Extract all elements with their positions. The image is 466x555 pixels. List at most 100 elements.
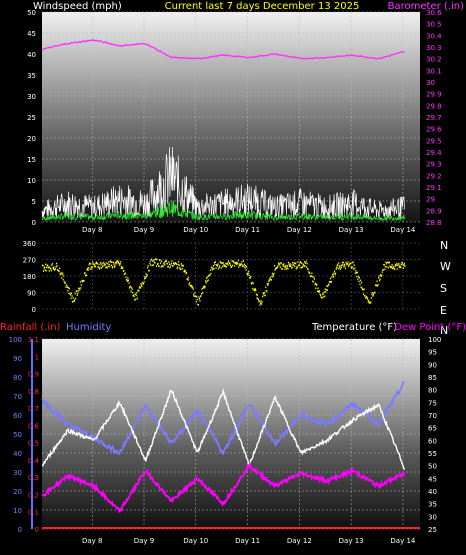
direction-point xyxy=(228,261,230,264)
direction-point xyxy=(135,294,137,296)
direction-point xyxy=(398,266,400,269)
direction-point xyxy=(403,262,405,265)
direction-point xyxy=(383,264,385,266)
direction-point xyxy=(377,284,379,287)
direction-point xyxy=(93,263,95,265)
direction-point xyxy=(182,265,184,267)
barometer-tick-label: 29.8 xyxy=(426,102,442,110)
direction-point xyxy=(107,265,109,268)
direction-point xyxy=(367,298,369,301)
direction-point xyxy=(124,272,126,274)
direction-point xyxy=(285,264,287,267)
direction-point xyxy=(81,279,83,282)
barometer-tick-label: 30.6 xyxy=(426,9,442,17)
temperature-tick-label: 65 xyxy=(428,425,437,433)
direction-point xyxy=(287,268,289,270)
direction-point xyxy=(178,264,180,266)
direction-point xyxy=(115,263,117,265)
dewpoint-series-line xyxy=(41,461,406,513)
direction-point xyxy=(292,261,294,264)
direction-point xyxy=(343,266,345,268)
direction-point xyxy=(344,267,346,270)
direction-point xyxy=(256,294,258,296)
direction-point xyxy=(165,260,167,262)
compass-label: N xyxy=(440,239,448,252)
direction-point xyxy=(188,276,190,279)
direction-point xyxy=(219,260,221,263)
direction-point xyxy=(276,267,278,269)
direction-point xyxy=(348,265,350,267)
direction-point xyxy=(335,268,337,270)
direction-point xyxy=(176,267,178,270)
average-wind-series-line xyxy=(41,200,405,222)
direction-point xyxy=(251,281,253,284)
direction-point xyxy=(212,264,214,267)
direction-point xyxy=(385,262,387,265)
temperature-tick-label: 100 xyxy=(428,336,441,344)
direction-point xyxy=(134,299,136,301)
direction-point xyxy=(207,276,209,278)
direction-point xyxy=(141,282,143,284)
direction-point xyxy=(354,272,356,274)
direction-point xyxy=(208,274,210,276)
direction-point xyxy=(71,295,73,297)
direction-point xyxy=(100,264,102,266)
windspeed-tick-label: 30 xyxy=(27,93,36,101)
direction-point xyxy=(55,266,57,268)
direction-point xyxy=(377,284,379,286)
direction-point xyxy=(374,291,376,294)
direction-point xyxy=(337,263,339,266)
direction-point xyxy=(370,301,372,304)
rainfall-label: Rainfall (.in) xyxy=(0,322,61,333)
direction-point xyxy=(176,263,178,266)
direction-point xyxy=(397,263,399,266)
direction-point xyxy=(201,288,203,290)
direction-point xyxy=(152,264,154,266)
direction-point xyxy=(248,270,250,273)
direction-point xyxy=(351,261,353,264)
x-tick-label: Day 10 xyxy=(183,537,208,545)
rainfall-axis-title: Rainfall (.in) xyxy=(0,322,61,333)
humidity-tick-label: 0 xyxy=(18,526,22,534)
direction-point xyxy=(164,264,166,266)
direction-point xyxy=(305,260,307,263)
direction-point xyxy=(296,266,298,268)
direction-point xyxy=(168,261,170,263)
direction-point xyxy=(224,265,226,268)
direction-point xyxy=(104,264,106,266)
direction-point xyxy=(140,283,142,285)
rainfall-tick-label: 0.3 xyxy=(28,474,39,482)
direction-point xyxy=(46,266,48,269)
direction-point xyxy=(404,265,406,268)
direction-point xyxy=(119,263,121,265)
direction-point xyxy=(339,266,341,269)
direction-point xyxy=(242,260,244,262)
direction-point xyxy=(167,265,169,268)
direction-point xyxy=(140,284,142,287)
direction-point xyxy=(371,292,373,294)
direction-point xyxy=(211,268,213,271)
direction-point xyxy=(389,265,391,267)
direction-point xyxy=(72,297,74,299)
direction-point xyxy=(368,302,370,304)
direction-point xyxy=(194,292,196,294)
windspeed-tick-label: 10 xyxy=(27,177,36,185)
humidity-tick-label: 60 xyxy=(13,412,22,420)
direction-point xyxy=(383,263,385,266)
direction-point xyxy=(180,268,182,270)
direction-point xyxy=(306,266,308,268)
direction-point xyxy=(56,265,58,267)
direction-point xyxy=(283,263,285,265)
direction-point xyxy=(58,270,60,273)
windspeed-tick-label: 20 xyxy=(27,135,36,143)
windspeed-tick-label: 5 xyxy=(32,198,36,206)
direction-point xyxy=(145,277,147,279)
direction-point xyxy=(356,275,358,278)
rainfall-tick-label: 1 xyxy=(35,353,39,361)
direction-point xyxy=(271,272,273,275)
direction-point xyxy=(44,269,46,271)
direction-point xyxy=(324,288,326,290)
dewpoint-axis-title: Dew Point (°F) xyxy=(394,322,466,333)
windspeed-tick-label: 50 xyxy=(27,9,36,17)
temperature-axis-ticks: 25 30 35 40 45 50 55 60 65 70 75 80 85 90 95 100 xyxy=(428,336,441,534)
